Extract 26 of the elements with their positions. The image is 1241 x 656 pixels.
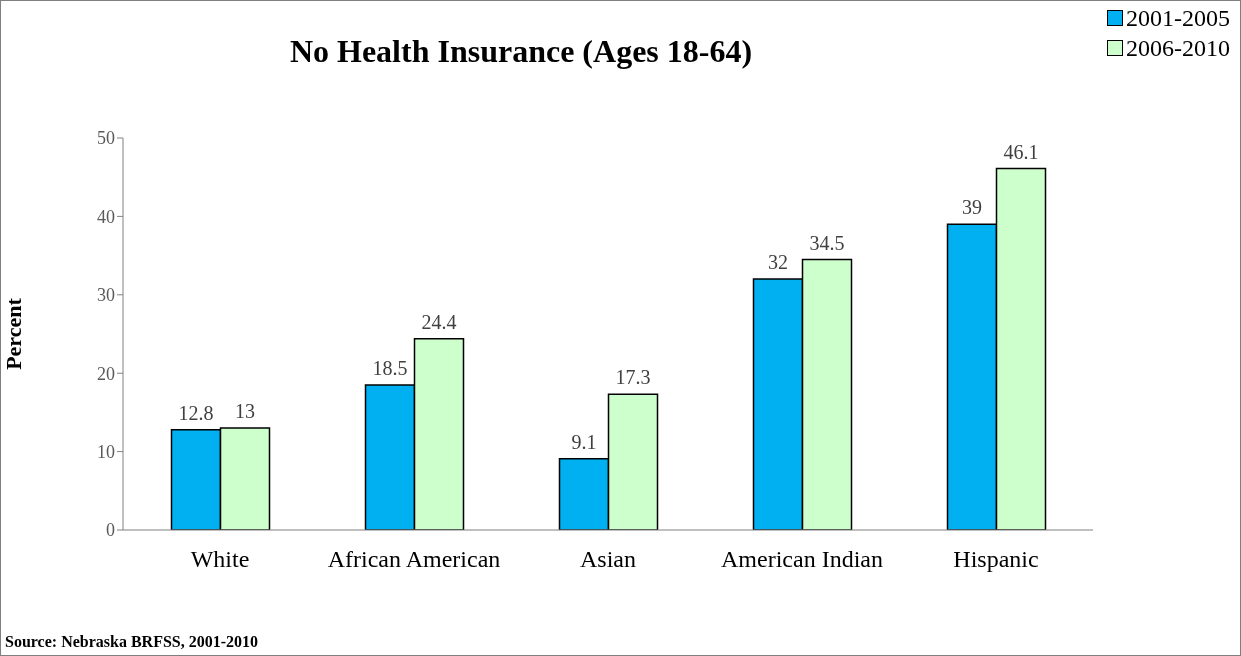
x-tick-label: White (190, 546, 250, 573)
y-axis-title: Percent (0, 297, 26, 370)
data-label: 32 (768, 251, 788, 274)
y-tick-label: 10 (97, 441, 115, 462)
data-label: 18.5 (372, 356, 408, 379)
y-tick-label: 0 (106, 520, 115, 541)
y-tick-label: 50 (97, 128, 115, 149)
data-label: 46.1 (1003, 140, 1039, 163)
y-tick-label: 20 (97, 363, 115, 384)
y-tick-label: 30 (97, 285, 115, 306)
x-tick-label: Asian (580, 546, 636, 573)
source-note: Source: Nebraska BRFSS, 2001-2010 (5, 633, 259, 651)
data-label: 17.3 (615, 366, 651, 389)
legend-label: 2001-2005 (1126, 4, 1230, 33)
data-label: 34.5 (809, 231, 845, 254)
data-label: 39 (962, 196, 982, 219)
data-label: 13 (235, 400, 255, 423)
x-tick-label: African American (327, 546, 501, 573)
x-tick-label: Hispanic (953, 546, 1039, 573)
chart-title: No Health Insurance (Ages 18-64) (288, 33, 754, 70)
data-label: 9.1 (571, 430, 597, 453)
y-tick-label: 40 (97, 206, 115, 227)
legend-label: 2006-2010 (1126, 34, 1230, 63)
data-label: 12.8 (178, 401, 214, 424)
x-tick-label: American Indian (721, 546, 883, 573)
data-label: 24.4 (421, 310, 457, 333)
